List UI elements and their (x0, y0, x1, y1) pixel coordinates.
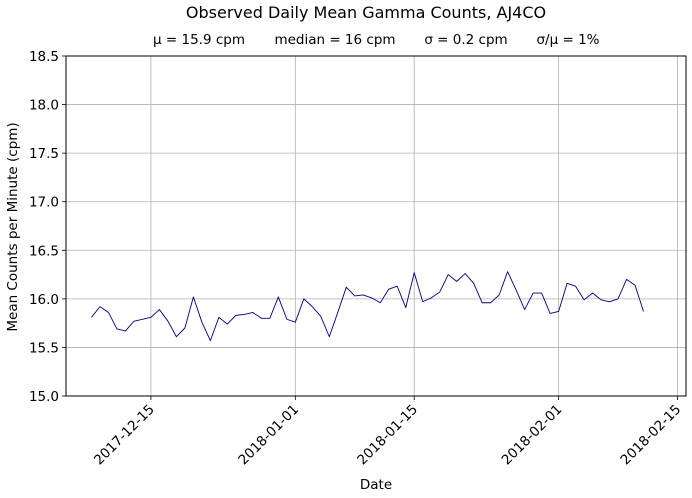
stat-median: median = 16 cpm (274, 32, 395, 48)
series-line (91, 271, 644, 342)
y-tick-label: 17.0 (29, 195, 59, 211)
chart-title: Observed Daily Mean Gamma Counts, AJ4CO (186, 3, 546, 22)
y-tick-label: 18.5 (29, 49, 59, 65)
x-tick-label: 2017-12-15 (91, 402, 158, 469)
y-axis-label: Mean Counts per Minute (cpm) (5, 122, 21, 331)
stat-mean: μ = 15.9 cpm (153, 32, 245, 48)
x-tick-label: 2018-01-01 (235, 402, 302, 469)
y-tick-label: 15.0 (29, 389, 59, 405)
axis-ticks: 15.0 15.5 16.0 16.5 17.0 17.5 18.0 18.5 2017-12-… (29, 49, 684, 468)
x-axis-label: Date (360, 477, 392, 493)
x-tick-label: 2018-01-15 (354, 402, 421, 469)
y-tick-label: 17.5 (29, 146, 59, 162)
y-tick-label: 18.0 (29, 98, 59, 114)
stat-ratio: σ/μ = 1% (536, 32, 599, 48)
stat-sigma: σ = 0.2 cpm (424, 32, 507, 48)
data-series (91, 271, 644, 342)
y-tick-label: 16.5 (29, 243, 59, 259)
grid-lines (66, 55, 686, 397)
y-tick-label: 15.5 (29, 340, 59, 356)
x-tick-label: 2018-02-01 (499, 402, 566, 469)
plot-area-frame (65, 55, 687, 397)
x-tick-label: 2018-02-15 (618, 402, 685, 469)
y-tick-label: 16.0 (29, 292, 59, 308)
